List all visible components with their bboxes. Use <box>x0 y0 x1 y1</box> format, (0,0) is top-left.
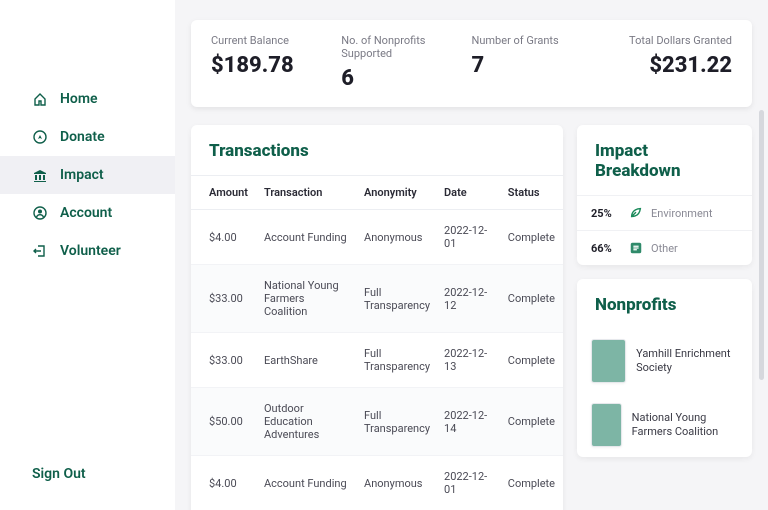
transactions-panel: Transactions AmountTransactionAnonymityD… <box>191 125 563 510</box>
transactions-body: $4.00Account FundingAnonymous2022-12-01C… <box>191 210 563 510</box>
impact-row: 66% Other <box>577 230 752 265</box>
column-header: Transaction <box>256 176 356 210</box>
stat-card: Total Dollars Granted $231.22 <box>602 34 732 91</box>
scrollbar[interactable] <box>759 110 764 380</box>
impact-label: Other <box>651 242 678 255</box>
impact-label: Environment <box>651 207 712 220</box>
table-row[interactable]: $33.00EarthShareFull Transparency2022-12… <box>191 333 563 388</box>
table-row[interactable]: $50.00Outdoor Education AdventuresFull T… <box>191 388 563 456</box>
nonprofit-item[interactable]: Yamhill Enrichment Society <box>577 329 752 393</box>
table-cell: $4.00 <box>191 456 256 510</box>
table-cell: Account Funding <box>256 456 356 510</box>
stats-bar: Current Balance $189.78No. of Nonprofits … <box>191 20 752 107</box>
right-column: Impact Breakdown 25%Environment66%Other … <box>577 125 752 510</box>
sidebar: Home Donate Impact Account Volunteer Sign Ou… <box>0 0 175 510</box>
stat-label: Total Dollars Granted <box>602 34 732 47</box>
table-cell: Anonymous <box>356 210 436 265</box>
table-row[interactable]: $33.00National Young Farmers CoalitionFu… <box>191 265 563 333</box>
table-cell: Complete <box>500 210 563 265</box>
main-content: Current Balance $189.78No. of Nonprofits … <box>175 0 768 510</box>
table-cell: EarthShare <box>256 333 356 388</box>
sign-out-link[interactable]: Sign Out <box>0 448 175 510</box>
stat-value: 6 <box>341 66 471 91</box>
nonprofit-name: Yamhill Enrichment Society <box>636 347 738 376</box>
table-cell: $50.00 <box>191 388 256 456</box>
list-icon <box>629 241 643 255</box>
column-header: Anonymity <box>356 176 436 210</box>
table-cell: 2022-12-14 <box>436 388 500 456</box>
user-icon <box>32 205 48 221</box>
table-cell: $33.00 <box>191 265 256 333</box>
table-row[interactable]: $4.00Account FundingAnonymous2022-12-01C… <box>191 456 563 510</box>
table-cell: $4.00 <box>191 210 256 265</box>
nonprofits-title: Nonprofits <box>577 279 752 329</box>
stat-value: $189.78 <box>211 53 341 78</box>
table-cell: 2022-12-13 <box>436 333 500 388</box>
table-cell: Complete <box>500 265 563 333</box>
home-icon <box>32 91 48 107</box>
nonprofit-name: National Young Farmers Coalition <box>632 411 738 440</box>
content-row: Transactions AmountTransactionAnonymityD… <box>191 125 752 510</box>
stat-label: Number of Grants <box>472 34 602 47</box>
transactions-table: AmountTransactionAnonymityDateStatus $4.… <box>191 175 563 510</box>
compass-icon <box>32 129 48 145</box>
nonprofits-list: Yamhill Enrichment Society National Young… <box>577 329 752 457</box>
sidebar-item-impact[interactable]: Impact <box>0 156 175 194</box>
table-cell: Complete <box>500 333 563 388</box>
column-header: Amount <box>191 176 256 210</box>
leaf-icon <box>629 206 643 220</box>
nonprofits-panel: Nonprofits Yamhill Enrichment Society Nat… <box>577 279 752 457</box>
stat-label: No. of Nonprofits Supported <box>341 34 471 60</box>
table-cell: 2022-12-01 <box>436 210 500 265</box>
impact-percent: 25% <box>591 207 621 220</box>
sidebar-item-label: Volunteer <box>60 243 121 259</box>
transactions-title: Transactions <box>191 125 563 175</box>
stat-card: Current Balance $189.78 <box>211 34 341 91</box>
table-cell: Full Transparency <box>356 265 436 333</box>
sidebar-item-donate[interactable]: Donate <box>0 118 175 156</box>
impact-title: Impact Breakdown <box>577 125 752 195</box>
nonprofit-item[interactable]: National Young Farmers Coalition <box>577 393 752 457</box>
impact-row: 25% Environment <box>577 195 752 230</box>
impact-list: 25% Environment 66% Other <box>577 195 752 265</box>
impact-percent: 66% <box>591 242 621 255</box>
table-cell: 2022-12-12 <box>436 265 500 333</box>
table-cell: National Young Farmers Coalition <box>256 265 356 333</box>
sidebar-item-label: Home <box>60 91 98 107</box>
stat-value: $231.22 <box>602 53 732 78</box>
sidebar-item-account[interactable]: Account <box>0 194 175 232</box>
table-cell: Outdoor Education Adventures <box>256 388 356 456</box>
stat-label: Current Balance <box>211 34 341 47</box>
table-cell: Account Funding <box>256 210 356 265</box>
table-cell: Full Transparency <box>356 388 436 456</box>
stat-value: 7 <box>472 53 602 78</box>
stat-card: Number of Grants 7 <box>472 34 602 91</box>
stat-card: No. of Nonprofits Supported 6 <box>341 34 471 91</box>
bank-icon <box>32 167 48 183</box>
table-cell: Anonymous <box>356 456 436 510</box>
column-header: Date <box>436 176 500 210</box>
sidebar-item-label: Account <box>60 205 112 221</box>
sidebar-item-label: Donate <box>60 129 105 145</box>
nonprofit-thumbnail <box>591 403 622 447</box>
table-cell: Full Transparency <box>356 333 436 388</box>
sidebar-nav: Home Donate Impact Account Volunteer <box>0 80 175 448</box>
transactions-header-row: AmountTransactionAnonymityDateStatus <box>191 176 563 210</box>
nonprofit-thumbnail <box>591 339 626 383</box>
sidebar-item-label: Impact <box>60 167 104 183</box>
table-cell: $33.00 <box>191 333 256 388</box>
sidebar-item-volunteer[interactable]: Volunteer <box>0 232 175 270</box>
table-cell: 2022-12-01 <box>436 456 500 510</box>
column-header: Status <box>500 176 563 210</box>
table-cell: Complete <box>500 456 563 510</box>
table-cell: Complete <box>500 388 563 456</box>
table-row[interactable]: $4.00Account FundingAnonymous2022-12-01C… <box>191 210 563 265</box>
exit-icon <box>32 243 48 259</box>
impact-panel: Impact Breakdown 25% Environment 66% Other <box>577 125 752 265</box>
sidebar-item-home[interactable]: Home <box>0 80 175 118</box>
